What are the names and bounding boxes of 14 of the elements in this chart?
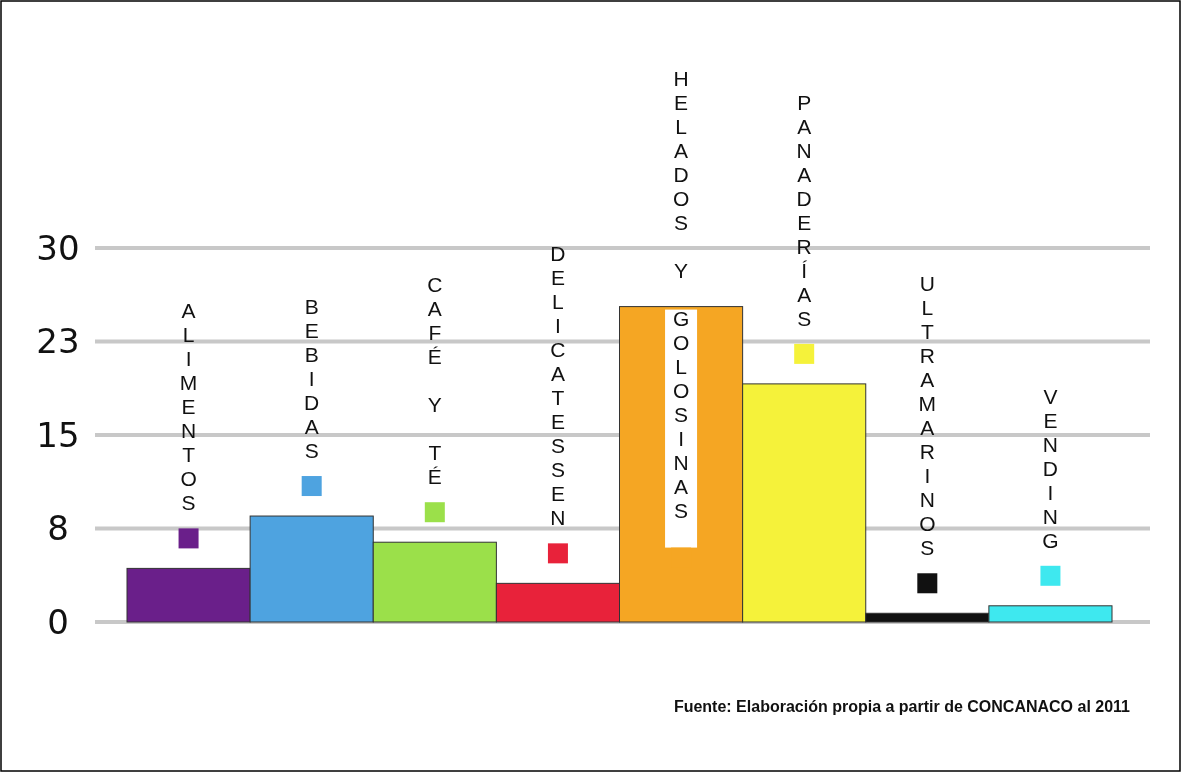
y-tick-label: 8 — [47, 508, 69, 549]
category-label: HELADOS Y GOLOSINAS — [672, 66, 690, 522]
x-tick-label: VENDING — [1042, 384, 1059, 552]
category-label: PANADERÍAS — [796, 90, 812, 330]
x-tick-label: BEBIDAS — [304, 295, 320, 463]
y-tick-label: 15 — [36, 414, 80, 455]
x-tick-label: CAFÉ Y TÉ — [427, 273, 443, 489]
y-tick-label: 0 — [47, 601, 69, 642]
y-tick-label: 23 — [36, 321, 80, 362]
category-label: ULTRAMARINOS — [918, 272, 937, 560]
category-label: DELICATESSEN — [550, 242, 566, 530]
source-note: Fuente: Elaboración propia a partir de CONCANACO al 2011 — [673, 698, 1131, 715]
y-tick-label: 30 — [36, 227, 80, 268]
category-label: ALIMENTOS — [179, 299, 198, 515]
